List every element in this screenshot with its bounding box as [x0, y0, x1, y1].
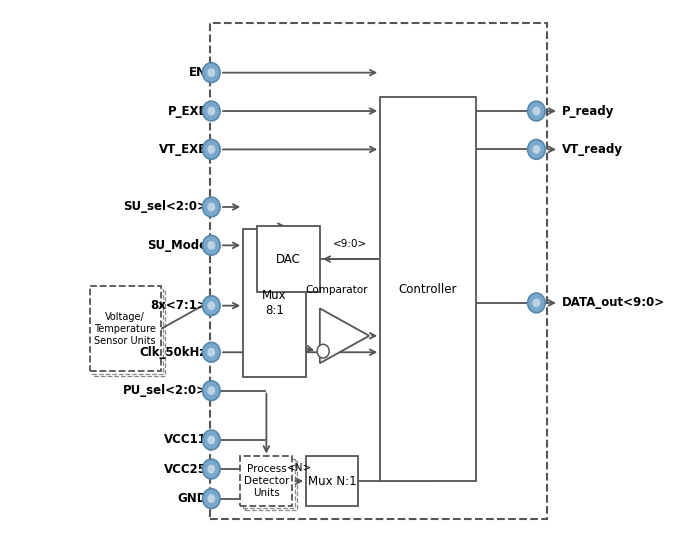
Text: Mux
8:1: Mux 8:1	[262, 289, 287, 317]
Ellipse shape	[317, 344, 329, 358]
Ellipse shape	[207, 494, 215, 503]
FancyBboxPatch shape	[90, 287, 161, 371]
Ellipse shape	[207, 435, 215, 445]
Ellipse shape	[207, 68, 215, 77]
FancyBboxPatch shape	[245, 461, 297, 510]
Ellipse shape	[202, 63, 220, 83]
FancyBboxPatch shape	[210, 23, 547, 520]
Ellipse shape	[202, 197, 220, 217]
FancyBboxPatch shape	[380, 98, 476, 481]
Text: VT_EXE: VT_EXE	[159, 143, 207, 156]
Text: VCC25: VCC25	[164, 462, 207, 476]
FancyBboxPatch shape	[306, 456, 358, 506]
Text: VT_ready: VT_ready	[561, 143, 622, 156]
Ellipse shape	[202, 430, 220, 450]
Ellipse shape	[202, 489, 220, 509]
Ellipse shape	[202, 459, 220, 479]
Ellipse shape	[207, 301, 215, 310]
FancyBboxPatch shape	[242, 458, 295, 508]
Text: VCC11: VCC11	[164, 434, 207, 446]
Text: 8x<7:1>: 8x<7:1>	[150, 299, 207, 312]
Polygon shape	[320, 309, 369, 363]
Text: DATA_out<9:0>: DATA_out<9:0>	[561, 296, 665, 310]
Ellipse shape	[202, 296, 220, 316]
Text: Clk_50kHz: Clk_50kHz	[140, 345, 207, 359]
Ellipse shape	[207, 464, 215, 473]
Text: <N>: <N>	[287, 463, 312, 473]
Text: P_EXE: P_EXE	[167, 105, 207, 117]
Text: Controller: Controller	[399, 283, 457, 296]
Ellipse shape	[202, 235, 220, 255]
Ellipse shape	[207, 241, 215, 250]
Ellipse shape	[202, 139, 220, 159]
Text: SU_Mode: SU_Mode	[147, 239, 207, 252]
Ellipse shape	[207, 106, 215, 116]
Text: Comparator: Comparator	[306, 285, 368, 295]
Text: Voltage/
Temperature
Sensor Units: Voltage/ Temperature Sensor Units	[94, 312, 156, 345]
Ellipse shape	[533, 299, 540, 307]
Ellipse shape	[528, 101, 545, 121]
Text: <9:0>: <9:0>	[333, 239, 367, 249]
Text: Process
Detector
Units: Process Detector Units	[244, 464, 289, 498]
Text: P_ready: P_ready	[561, 105, 614, 117]
Text: EN: EN	[189, 66, 207, 79]
FancyBboxPatch shape	[243, 229, 306, 377]
Ellipse shape	[528, 293, 545, 313]
Text: PU_sel<2:0>: PU_sel<2:0>	[123, 384, 207, 397]
Ellipse shape	[202, 381, 220, 401]
FancyBboxPatch shape	[94, 291, 165, 376]
Ellipse shape	[207, 386, 215, 395]
Text: GND: GND	[177, 492, 207, 505]
FancyBboxPatch shape	[240, 456, 293, 506]
Ellipse shape	[207, 348, 215, 356]
Text: DAC: DAC	[276, 252, 301, 266]
Ellipse shape	[202, 342, 220, 362]
FancyBboxPatch shape	[92, 289, 163, 374]
Ellipse shape	[533, 106, 540, 116]
Ellipse shape	[207, 203, 215, 212]
Text: Mux N:1: Mux N:1	[308, 474, 356, 488]
Ellipse shape	[202, 101, 220, 121]
Ellipse shape	[207, 145, 215, 154]
Ellipse shape	[528, 139, 545, 159]
Ellipse shape	[533, 145, 540, 154]
Text: SU_sel<2:0>: SU_sel<2:0>	[123, 201, 207, 213]
FancyBboxPatch shape	[257, 226, 320, 292]
